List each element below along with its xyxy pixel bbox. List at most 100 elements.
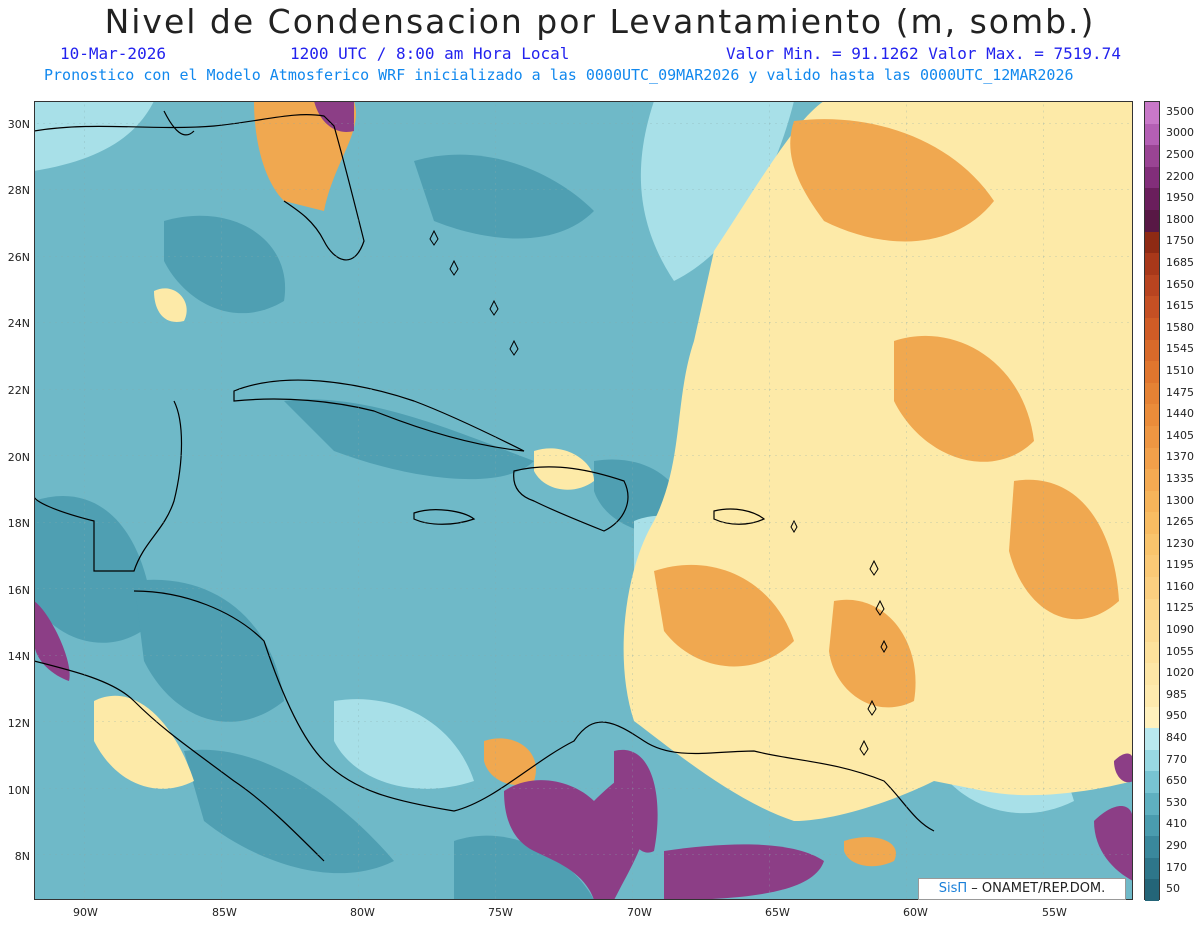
colorbar-swatch [1145,209,1159,233]
colorbar-swatch [1145,296,1159,319]
colorbar-label: 985 [1166,687,1187,701]
colorbar-label: 1440 [1166,407,1194,421]
colorbar-label: 1475 [1166,385,1194,399]
colorbar-swatch [1145,123,1159,146]
colorbar-swatch [1145,425,1159,448]
lon-label: 80W [350,906,375,919]
lat-label: 20N [7,451,30,464]
colorbar-label: 1510 [1166,363,1194,377]
colorbar-label: 770 [1166,752,1187,766]
colorbar-label: 1335 [1166,471,1194,485]
colorbar-swatch [1145,728,1159,751]
colorbar-swatch [1145,598,1159,621]
colorbar-swatch [1145,145,1159,168]
lat-label: 24N [7,317,30,330]
colorbar-swatch [1145,879,1159,902]
colorbar-swatch [1145,771,1159,794]
colorbar-swatch [1145,577,1159,600]
colorbar-swatch [1145,814,1159,837]
map-canvas [34,101,1133,900]
colorbar-label: 1055 [1166,644,1194,658]
colorbar-swatch [1145,231,1159,254]
map-title: Nivel de Condensacion por Levantamiento … [104,2,1096,41]
lat-label: 8N [14,850,30,863]
colorbar-label: 1265 [1166,515,1194,529]
colorbar-label: 1750 [1166,234,1194,248]
colorbar-label: 1125 [1166,601,1194,615]
colorbar-swatch [1145,469,1159,492]
colorbar-swatch [1145,339,1159,362]
colorbar-swatch [1145,447,1159,470]
colorbar-swatch [1145,663,1159,686]
colorbar-label: 1300 [1166,493,1194,507]
forecast-time: 1200 UTC / 8:00 am Hora Local [290,44,570,63]
colorbar-swatch [1145,102,1159,125]
colorbar-label: 1020 [1166,666,1194,680]
colorbar-label: 1650 [1166,277,1194,291]
lat-label: 10N [7,784,30,797]
colorbar-label: 840 [1166,731,1187,745]
colorbar-swatch [1145,641,1159,664]
colorbar-label: 1685 [1166,255,1194,269]
colorbar-label: 410 [1166,817,1187,831]
colorbar-label: 950 [1166,709,1187,723]
colorbar-swatch [1145,533,1159,556]
colorbar-label: 3000 [1166,126,1194,140]
colorbar-swatch [1145,620,1159,643]
lat-label: 30N [7,118,30,131]
colorbar-swatch [1145,166,1159,189]
lat-label: 28N [7,184,30,197]
lcl-map [34,101,1133,900]
colorbar-swatch [1145,317,1159,341]
colorbar-swatch [1145,836,1159,859]
colorbar-swatch [1145,490,1159,513]
colorbar-swatch [1145,404,1159,427]
colorbar-label: 290 [1166,839,1187,852]
lon-label: 90W [73,906,98,919]
colorbar-label: 1090 [1166,623,1194,637]
lon-label: 55W [1042,906,1067,919]
lat-label: 12N [7,717,30,730]
colorbar-label: 1580 [1166,320,1194,334]
model-info: Pronostico con el Modelo Atmosferico WRF… [44,66,1074,84]
colorbar-label: 1195 [1166,558,1194,572]
graticule [34,101,1133,900]
credit-box: SisΠ – ONAMET/REP.DOM. [918,878,1126,900]
colorbar-swatch [1145,274,1159,297]
lon-label: 60W [903,906,928,919]
colorbar-swatch [1145,253,1159,276]
colorbar-swatch [1145,382,1159,405]
colorbar-label: 3500 [1166,104,1194,118]
lon-label: 75W [488,906,513,919]
colorbar-label: 2500 [1166,147,1194,161]
forecast-date: 10-Mar-2026 [60,44,166,63]
colorbar [1144,101,1160,902]
colorbar-label: 50 [1166,882,1180,896]
colorbar-swatch [1145,706,1159,729]
lat-label: 18N [7,517,30,530]
colorbar-swatch [1145,749,1159,772]
colorbar-swatch [1145,188,1159,211]
colorbar-swatch [1145,361,1159,384]
colorbar-label: 650 [1166,774,1187,788]
colorbar-label: 1370 [1166,450,1194,464]
lon-label: 70W [627,906,652,919]
lat-label: 14N [7,650,30,663]
colorbar-swatch [1145,857,1159,880]
colorbar-label: 2200 [1166,169,1194,183]
credit-org: – ONAMET/REP.DOM. [971,881,1106,896]
min-max-values: Valor Min. = 91.1262 Valor Max. = 7519.7… [726,44,1121,63]
colorbar-label: 1230 [1166,536,1194,550]
colorbar-label: 1405 [1166,428,1194,442]
colorbar-label: 1615 [1166,299,1194,313]
colorbar-label: 530 [1166,795,1187,809]
colorbar-swatch [1145,793,1159,816]
lat-label: 22N [7,384,30,397]
lat-label: 16N [7,584,30,597]
lon-label: 65W [765,906,790,919]
colorbar-swatch [1145,555,1159,578]
colorbar-label: 1800 [1166,212,1194,226]
colorbar-label: 170 [1166,860,1187,874]
colorbar-swatch [1145,685,1159,708]
colorbar-label: 1160 [1166,579,1194,593]
